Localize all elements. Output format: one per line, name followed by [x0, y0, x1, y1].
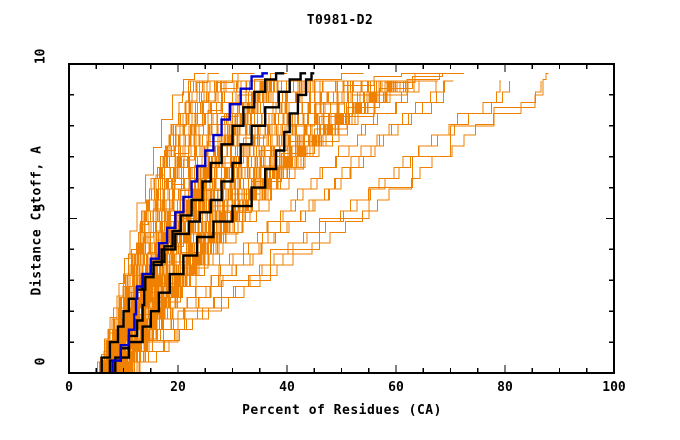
highlight-curve-blue — [111, 72, 268, 373]
submission-curve — [139, 81, 542, 373]
x-tick-label: 80 — [497, 380, 513, 395]
submission-curve — [107, 80, 218, 373]
x-tick-label: 40 — [279, 380, 295, 395]
submission-curve — [132, 80, 454, 373]
y-tick-label: 5 — [33, 203, 49, 211]
submission-curve — [127, 81, 420, 373]
x-tick-label: 20 — [170, 380, 186, 395]
submission-curve — [109, 80, 278, 373]
x-tick-label: 60 — [388, 380, 404, 395]
highlight-curve-black — [108, 72, 307, 373]
axis-frame-layer — [68, 63, 615, 374]
submission-curve — [101, 72, 206, 373]
submission-curve — [131, 81, 510, 373]
x-tick-label: 100 — [602, 380, 626, 395]
chart-title: T0981-D2 — [306, 13, 374, 28]
submission-curve — [100, 72, 219, 373]
x-tick-label: 0 — [65, 380, 73, 395]
submission-curve — [97, 80, 211, 373]
y-tick-label: 10 — [33, 48, 49, 65]
y-tick-label: 0 — [33, 357, 49, 366]
submission-curve — [102, 72, 255, 373]
curves-layer — [97, 72, 549, 373]
submission-curve — [109, 72, 249, 373]
submission-curve — [123, 80, 448, 373]
highlight-curve-black — [114, 72, 315, 373]
submission-curve — [139, 72, 549, 373]
x-axis-label: Percent of Residues (CA) — [242, 403, 442, 418]
highlight-curve-black — [100, 72, 285, 373]
submission-curve — [128, 72, 462, 373]
